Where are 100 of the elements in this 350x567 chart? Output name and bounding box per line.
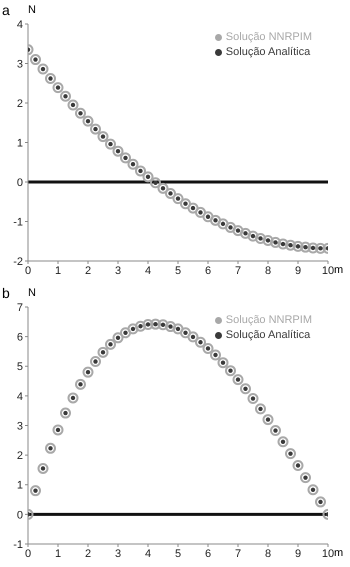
point (165, 321, 176, 332)
x-tick-label: 3 (114, 548, 122, 560)
point (30, 485, 41, 496)
x-tick-label: 8 (264, 264, 272, 277)
point (98, 131, 108, 142)
y-tick-label: -1 (13, 216, 23, 228)
y-tick-label: 0 (16, 509, 23, 522)
y-tick-label: 1 (16, 480, 23, 492)
point (292, 240, 304, 252)
point (128, 158, 138, 170)
point (195, 336, 206, 348)
x-tick-label: 7 (234, 264, 242, 277)
point (232, 374, 244, 386)
y-tick-label: 5 (16, 361, 23, 374)
point (285, 448, 296, 460)
point (270, 425, 281, 436)
point (300, 472, 311, 484)
point (210, 214, 221, 226)
legend-label: Solução Analítica (226, 329, 310, 341)
point (142, 171, 154, 182)
point (255, 403, 266, 414)
point (172, 193, 184, 204)
point (150, 318, 161, 330)
point (172, 323, 184, 334)
x-tick-label: 4 (144, 264, 152, 277)
x-tick-label: 9 (294, 548, 302, 560)
point (308, 484, 318, 496)
point (135, 165, 146, 176)
y-tick-label: 0 (16, 176, 23, 189)
x-tick-label: 2 (84, 548, 92, 560)
point (255, 232, 266, 244)
point (120, 327, 131, 338)
point (158, 319, 168, 330)
y-tick-label: -1 (13, 538, 23, 551)
y-tick-label: 3 (16, 420, 23, 432)
legend-label: Solução NNRPIM (226, 31, 312, 43)
y-tick-label: 6 (16, 332, 23, 344)
y-tick-label: 7 (16, 302, 23, 314)
x-tick-label: 1 (54, 264, 62, 277)
point (180, 327, 191, 338)
x-tick-label: 0 (24, 548, 32, 560)
x-tick-label: 0 (24, 264, 32, 277)
point (142, 318, 154, 330)
point (308, 242, 318, 254)
point (278, 436, 288, 448)
x-tick-label: 3 (114, 264, 122, 277)
point (292, 460, 304, 471)
y-tick-label: 2 (16, 450, 23, 462)
point (82, 116, 94, 127)
point (68, 99, 78, 110)
x-tick-label: 6 (204, 264, 212, 277)
point (105, 338, 116, 350)
point (240, 228, 251, 239)
x-tick-label: 10 (322, 264, 334, 277)
point (52, 424, 64, 436)
point (128, 323, 138, 334)
x-tick-label: 7 (234, 548, 242, 560)
chart-title: b (2, 285, 10, 301)
x-axis-title: m (334, 547, 344, 559)
point (90, 356, 101, 368)
x-tick-label: 5 (174, 548, 182, 560)
point (120, 152, 131, 164)
point (225, 222, 236, 233)
point (112, 332, 124, 344)
point (180, 198, 191, 210)
y-tick-label: 3 (16, 58, 23, 70)
point (248, 230, 258, 242)
point (38, 64, 48, 75)
point (300, 242, 311, 253)
point (38, 462, 48, 474)
point (98, 346, 108, 358)
y-tick-label: 4 (16, 18, 23, 31)
point (75, 378, 86, 390)
legend-label: Solução Analítica (226, 46, 310, 58)
point (270, 236, 281, 248)
x-tick-label: 5 (174, 264, 182, 277)
point (112, 146, 124, 157)
x-tick-label: 1 (54, 548, 62, 560)
point (232, 225, 244, 236)
point (315, 242, 326, 254)
point (262, 414, 274, 426)
point (248, 393, 258, 404)
point (188, 331, 198, 342)
point (278, 238, 288, 250)
legend-label: Solução NNRPIM (226, 314, 312, 326)
y-tick-label: 1 (16, 137, 23, 150)
y-axis-title: N (28, 4, 36, 16)
point (195, 206, 206, 218)
point (30, 54, 41, 66)
x-tick-label: 6 (204, 548, 212, 560)
point (202, 342, 214, 354)
point (218, 218, 228, 230)
point (240, 383, 251, 394)
point (68, 392, 78, 404)
y-tick-label: 2 (16, 98, 23, 110)
y-axis-title: N (28, 287, 36, 299)
point (285, 240, 296, 251)
chart-title: a (2, 2, 10, 18)
point (210, 349, 221, 360)
y-tick-label: -2 (13, 256, 23, 268)
